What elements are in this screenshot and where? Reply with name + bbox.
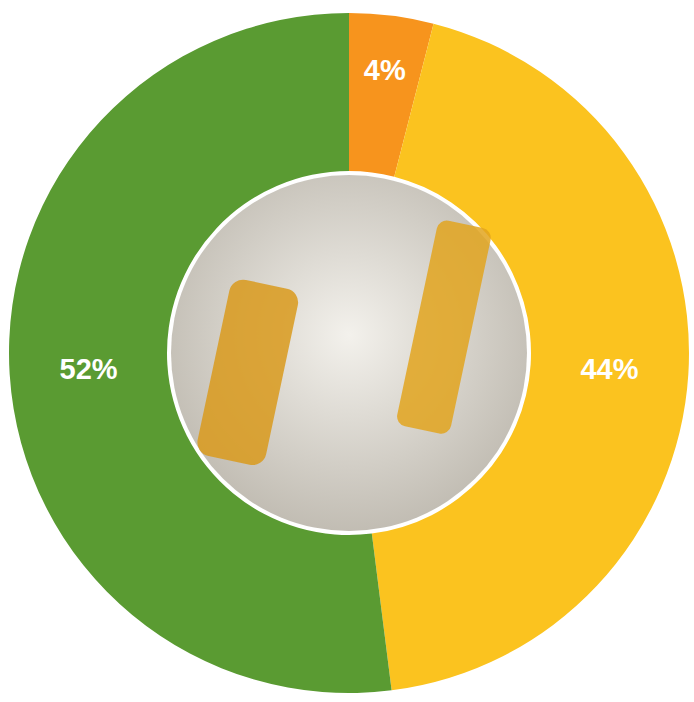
tube — [395, 219, 492, 436]
chart: 4% 44% 52% — [0, 0, 694, 702]
data-label: 44% — [580, 353, 638, 385]
center-photo — [171, 175, 527, 531]
data-label: 52% — [59, 353, 117, 385]
donut: 4% 44% 52% — [9, 13, 689, 693]
bottle — [195, 277, 301, 468]
slice — [372, 24, 689, 691]
data-label: 4% — [364, 54, 406, 86]
